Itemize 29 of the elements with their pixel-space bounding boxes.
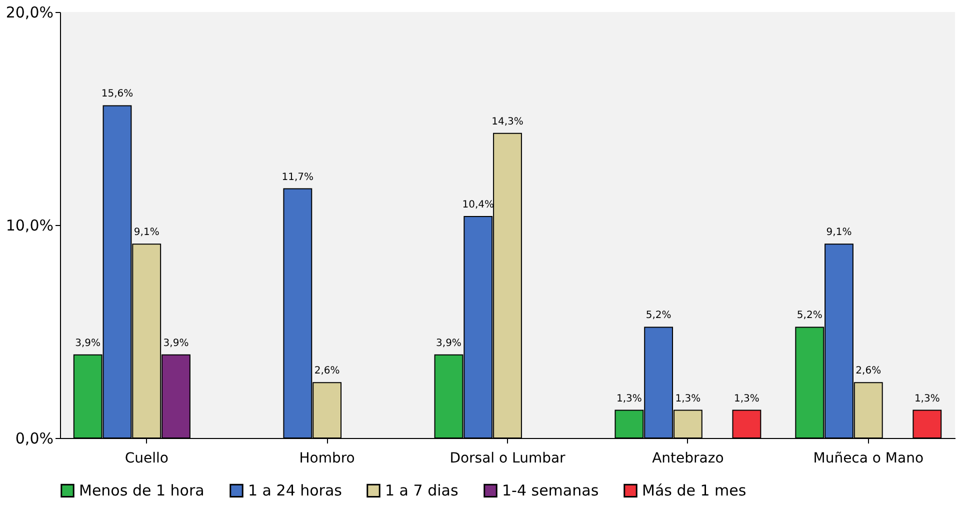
x-tick-label: Cuello xyxy=(124,450,168,466)
data-label: 3,9% xyxy=(75,338,101,349)
data-label: 5,2% xyxy=(796,310,822,322)
data-label: 2,6% xyxy=(856,366,882,377)
x-tick-label: Hombro xyxy=(299,450,355,466)
x-tick-label: Dorsal o Lumbar xyxy=(450,450,566,466)
legend-label: 1 a 24 horas xyxy=(248,482,342,500)
x-tick-label: Muñeca o Mano xyxy=(813,450,924,466)
legend-label: 1 a 7 dias xyxy=(385,482,458,500)
data-label: 5,2% xyxy=(646,310,672,322)
data-label: 3,9% xyxy=(163,338,189,349)
data-label: 11,7% xyxy=(282,172,314,183)
data-label: 1,3% xyxy=(734,393,760,404)
y-tick-label: 0,0% xyxy=(15,430,54,448)
y-tick-label: 10,0% xyxy=(6,216,54,234)
data-label: 15,6% xyxy=(101,88,134,100)
data-label: 9,1% xyxy=(134,227,160,238)
data-label: 2,6% xyxy=(314,366,340,377)
y-tick-label: 20,0% xyxy=(6,4,54,22)
data-label: 14,3% xyxy=(492,116,524,128)
legend-label: Más de 1 mes xyxy=(642,482,746,500)
data-label: 1,3% xyxy=(616,393,642,404)
data-label: 3,9% xyxy=(436,338,462,349)
data-label: 1,3% xyxy=(914,393,940,404)
legend-label: Menos de 1 hora xyxy=(79,482,204,500)
data-label: 1,3% xyxy=(675,393,701,404)
x-tick-label: Antebrazo xyxy=(652,450,724,466)
legend-label: 1-4 semanas xyxy=(502,482,599,500)
data-label: 9,1% xyxy=(826,227,852,238)
